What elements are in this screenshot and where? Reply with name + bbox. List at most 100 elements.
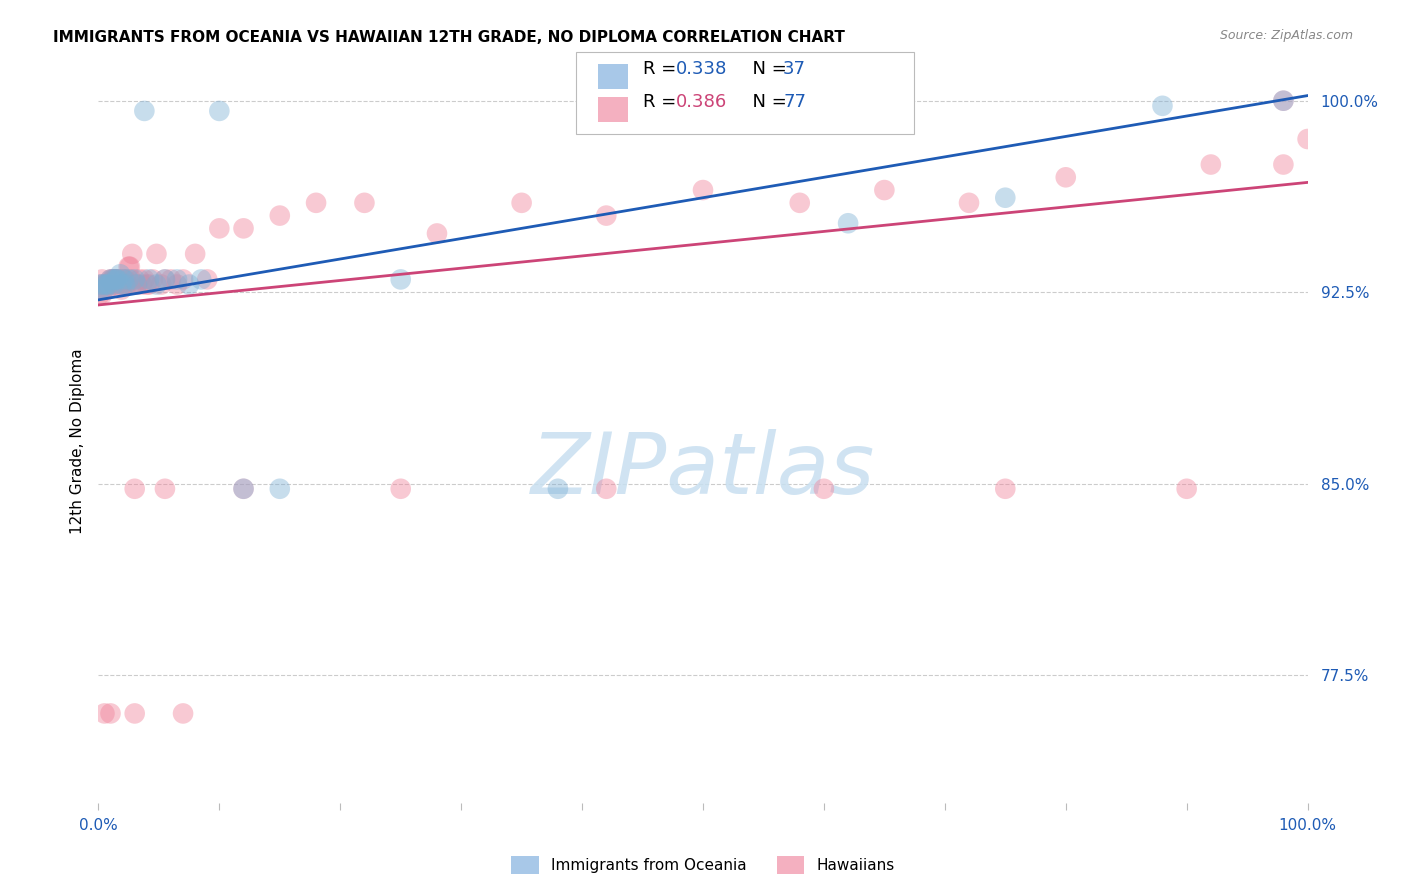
- Point: [208, 103, 231, 118]
- Point: [692, 99, 714, 113]
- Point: [94, 277, 117, 292]
- Point: [94, 277, 117, 292]
- Point: [90, 277, 112, 292]
- Point: [957, 195, 980, 210]
- Point: [426, 227, 449, 241]
- Point: [138, 277, 160, 292]
- Point: [269, 209, 291, 223]
- Point: [127, 277, 149, 292]
- Point: [105, 277, 128, 292]
- Point: [89, 287, 111, 301]
- Point: [692, 183, 714, 197]
- Point: [97, 277, 120, 292]
- Text: 37: 37: [783, 60, 806, 78]
- Point: [232, 482, 254, 496]
- Point: [1175, 482, 1198, 496]
- Point: [128, 272, 150, 286]
- Point: [93, 277, 115, 292]
- Point: [179, 277, 201, 292]
- Point: [124, 272, 146, 286]
- Point: [1272, 94, 1295, 108]
- Point: [135, 277, 157, 292]
- Point: [124, 277, 146, 292]
- Point: [813, 482, 835, 496]
- Point: [208, 221, 231, 235]
- Point: [166, 277, 188, 292]
- Point: [1296, 132, 1319, 146]
- Point: [91, 272, 114, 286]
- Point: [120, 272, 142, 286]
- Point: [124, 706, 146, 721]
- Point: [353, 195, 375, 210]
- Point: [389, 272, 412, 286]
- Point: [118, 260, 141, 274]
- Point: [114, 272, 136, 286]
- Point: [142, 272, 165, 286]
- Point: [145, 277, 167, 292]
- Point: [269, 482, 291, 496]
- Point: [93, 283, 115, 297]
- Point: [93, 706, 115, 721]
- Point: [98, 277, 121, 292]
- Point: [90, 277, 112, 292]
- Point: [150, 277, 173, 292]
- Point: [100, 272, 122, 286]
- Point: [117, 277, 139, 292]
- Point: [100, 272, 122, 286]
- Point: [1152, 99, 1174, 113]
- Point: [127, 277, 149, 292]
- Text: N =: N =: [741, 60, 793, 78]
- Text: R =: R =: [643, 60, 682, 78]
- Point: [118, 272, 141, 286]
- Point: [873, 183, 896, 197]
- Point: [91, 283, 114, 297]
- Point: [389, 482, 412, 496]
- Point: [595, 482, 617, 496]
- Point: [232, 221, 254, 235]
- Text: Source: ZipAtlas.com: Source: ZipAtlas.com: [1219, 29, 1353, 42]
- Legend: Immigrants from Oceania, Hawaiians: Immigrants from Oceania, Hawaiians: [505, 850, 901, 880]
- Point: [595, 209, 617, 223]
- Point: [153, 272, 176, 286]
- Point: [101, 272, 124, 286]
- Point: [110, 283, 132, 297]
- Point: [100, 706, 122, 721]
- Point: [105, 272, 128, 286]
- Point: [789, 195, 811, 210]
- Point: [104, 272, 127, 286]
- Point: [121, 247, 143, 261]
- Point: [138, 272, 160, 286]
- Point: [91, 287, 114, 301]
- Point: [131, 277, 153, 292]
- Point: [108, 272, 131, 286]
- Point: [510, 195, 533, 210]
- Point: [232, 482, 254, 496]
- Point: [111, 277, 134, 292]
- Point: [89, 283, 111, 297]
- Point: [91, 277, 114, 292]
- Point: [112, 272, 135, 286]
- Point: [166, 272, 188, 286]
- Point: [101, 272, 124, 286]
- Point: [994, 482, 1017, 496]
- Point: [145, 247, 167, 261]
- Point: [108, 268, 131, 282]
- Text: N =: N =: [741, 93, 793, 111]
- Point: [172, 706, 194, 721]
- Point: [172, 272, 194, 286]
- Point: [107, 272, 129, 286]
- Point: [100, 272, 122, 286]
- Point: [103, 277, 125, 292]
- Point: [994, 191, 1017, 205]
- Point: [103, 272, 125, 286]
- Text: IMMIGRANTS FROM OCEANIA VS HAWAIIAN 12TH GRADE, NO DIPLOMA CORRELATION CHART: IMMIGRANTS FROM OCEANIA VS HAWAIIAN 12TH…: [53, 30, 845, 45]
- Point: [96, 277, 118, 292]
- Point: [118, 260, 141, 274]
- Text: R =: R =: [643, 93, 682, 111]
- Point: [160, 272, 183, 286]
- Point: [184, 247, 207, 261]
- Point: [108, 277, 131, 292]
- Point: [134, 103, 156, 118]
- Point: [107, 272, 129, 286]
- Point: [190, 272, 212, 286]
